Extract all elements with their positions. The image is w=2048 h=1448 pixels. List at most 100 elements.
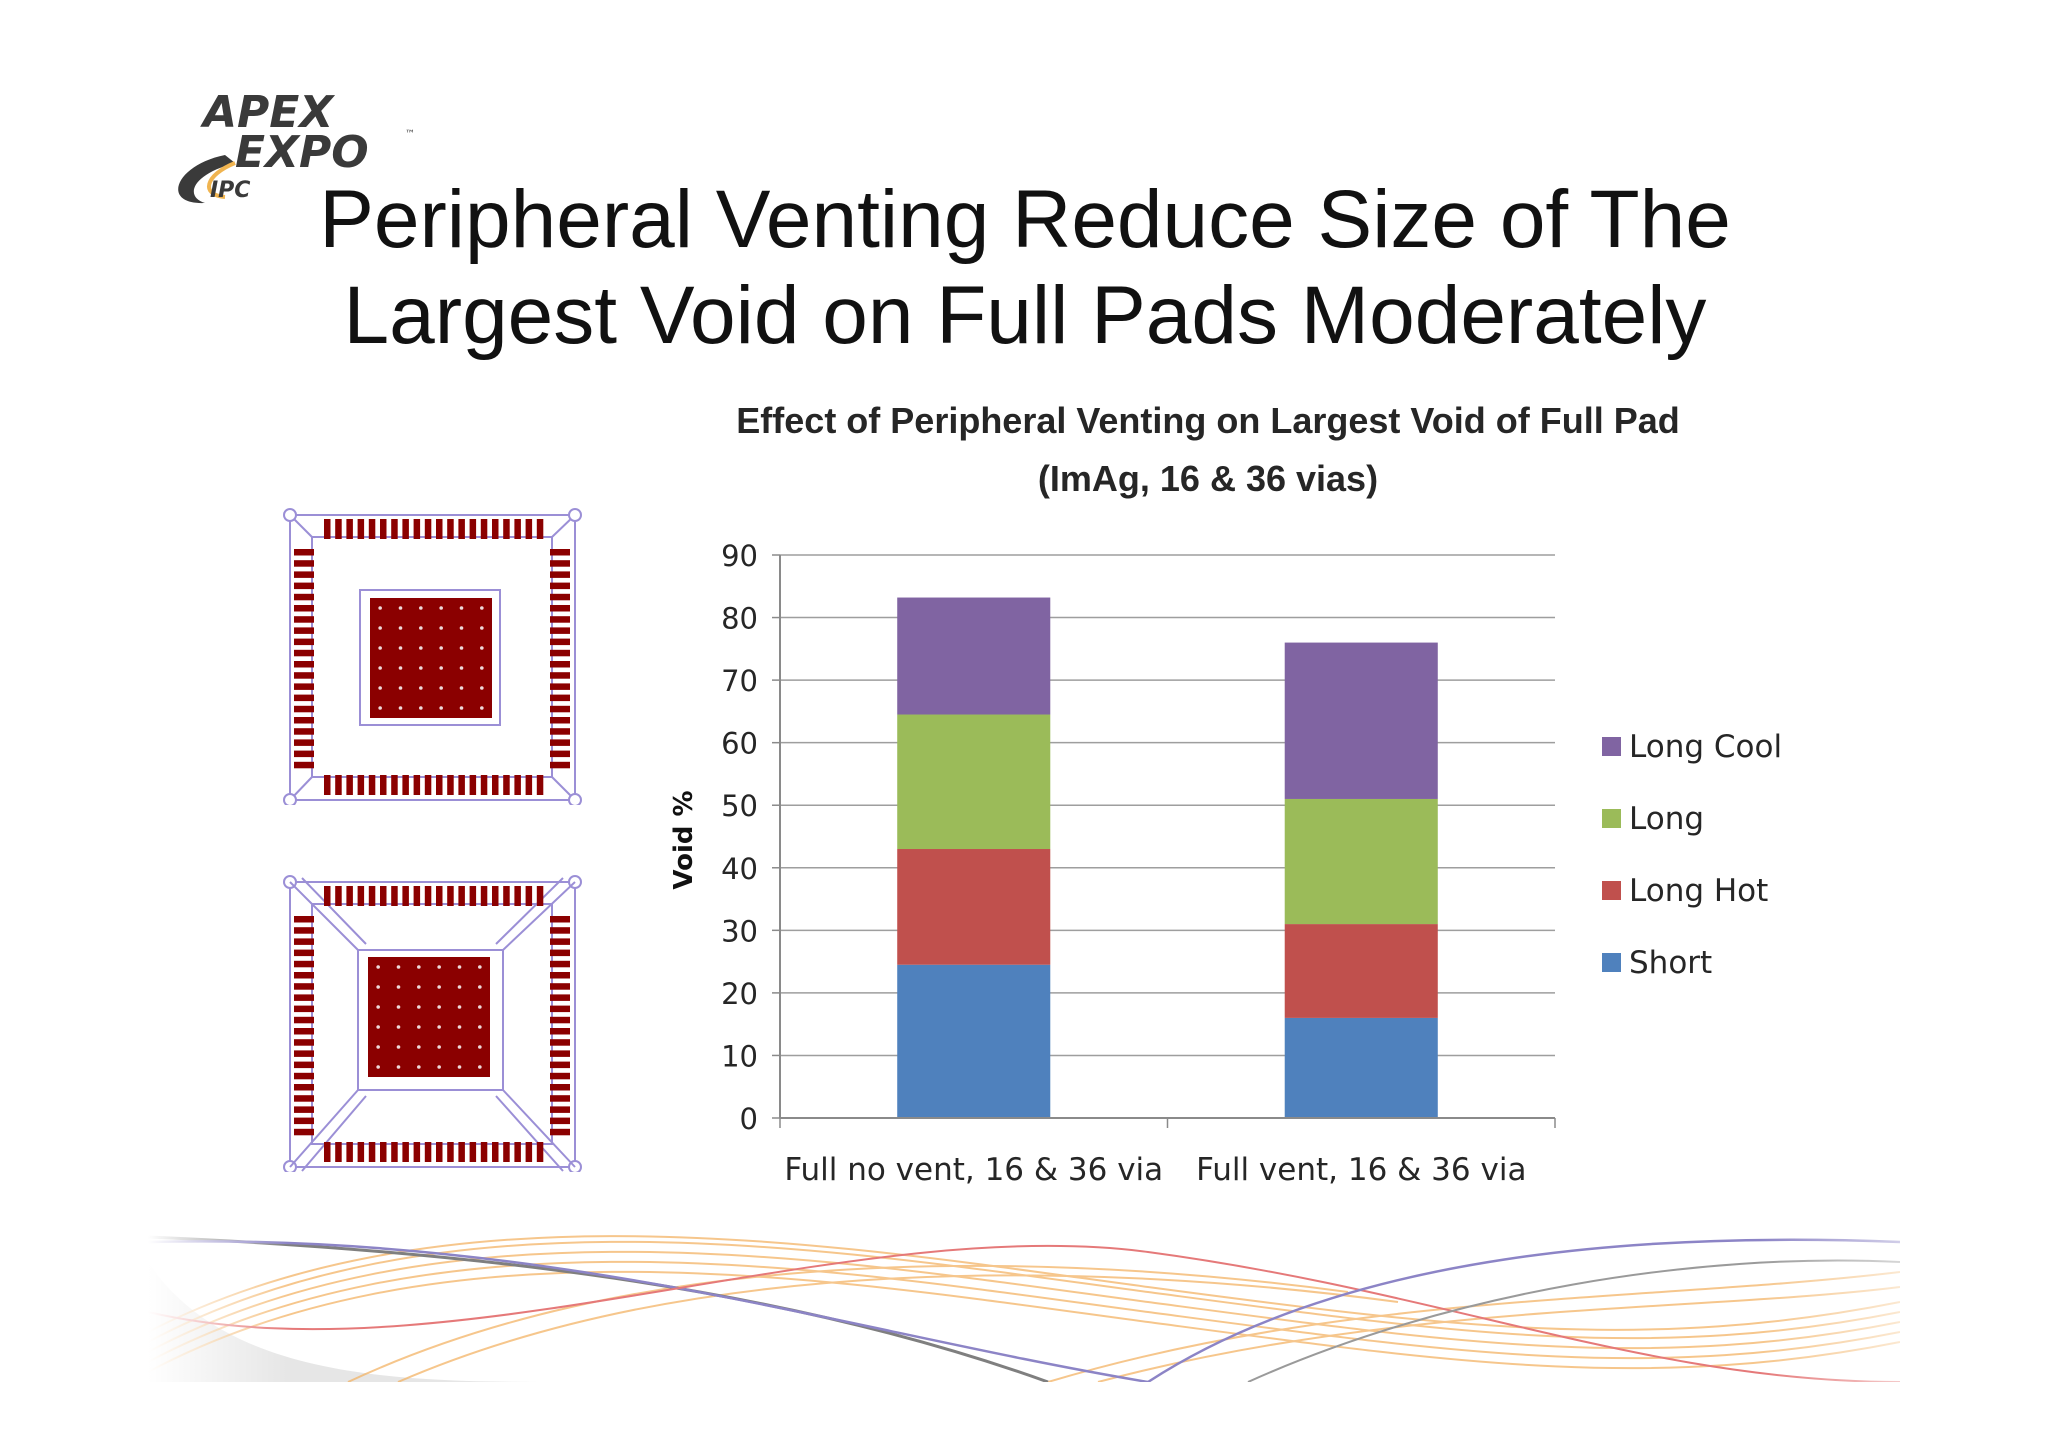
lead-bottom-12 [447,775,454,795]
lead-bottom-13 [458,1142,465,1162]
lead-top-14 [469,886,477,906]
lead-left-20 [294,761,314,769]
lead-left-1 [294,916,314,923]
lead-bottom-17 [503,775,510,795]
lead-top-20 [536,519,544,539]
via-3-4 [439,646,443,650]
lead-right-10 [550,1016,570,1024]
via-4-2 [398,666,403,670]
lead-left-2 [294,560,314,567]
via-2-2 [398,626,403,630]
via-1-6 [478,965,482,969]
via-5-6 [480,686,484,690]
lead-right-9 [550,638,570,646]
lead-left-5 [294,960,314,968]
lead-left-13 [294,683,314,690]
lead-right-16 [550,1084,570,1091]
y-tick-label-60: 60 [721,727,758,761]
via-6-6 [480,706,484,710]
lead-left-9 [294,1005,314,1013]
lead-bottom-7 [391,775,398,795]
via-2-1 [376,985,380,989]
via-1-3 [417,965,421,969]
lead-top-2 [335,886,342,906]
lead-left-18 [294,1106,314,1113]
via-1-1 [378,606,382,610]
logo-swoosh-accent-icon [207,161,236,199]
via-6-6 [478,1065,482,1069]
lead-right-17 [550,728,570,735]
lead-row-bottom [324,1142,544,1162]
y-tick-label-70: 70 [721,664,758,698]
lead-right-13 [550,683,570,690]
lead-bottom-8 [402,775,409,795]
via-2-6 [478,985,482,989]
thermal-pad [370,598,492,718]
lead-left-9 [294,638,314,646]
via-5-5 [457,1045,462,1049]
lead-bottom-4 [357,1142,365,1162]
lead-left-6 [294,972,314,979]
lead-top-8 [402,886,409,906]
via-2-3 [419,626,423,630]
lead-column-left [294,549,314,769]
lead-bottom-4 [357,775,365,795]
vent-channels [289,877,576,1172]
lead-left-8 [294,627,314,634]
lead-right-4 [550,582,570,590]
y-tick-label-90: 90 [721,539,758,573]
lead-bottom-13 [458,775,465,795]
lead-top-6 [380,886,387,906]
via-5-6 [478,1045,482,1049]
y-tick-labels: 0 10 20 30 40 50 60 70 80 90 [721,539,758,1136]
lead-left-19 [294,1117,314,1125]
via-4-1 [378,666,382,670]
legend-swatch-long-cool [1602,737,1621,756]
lead-left-12 [294,672,314,679]
via-6-3 [419,706,423,710]
lead-right-1 [550,549,570,556]
y-tick-label-20: 20 [721,977,758,1011]
lead-right-17 [550,1095,570,1102]
lead-bottom-19 [525,1142,533,1162]
lead-left-14 [294,1061,314,1069]
via-3-6 [480,646,484,650]
lead-right-9 [550,1005,570,1013]
bar-segment-long-hot-2 [1284,924,1438,1018]
lead-right-14 [550,694,570,702]
via-5-1 [378,686,382,690]
lead-top-18 [514,886,521,906]
lead-right-7 [550,983,570,990]
chart-title: Effect of Peripheral Venting on Largest … [736,400,1679,441]
lead-column-left [294,916,314,1136]
thermal-pad [368,957,490,1077]
via-grid [376,965,482,1069]
lead-top-3 [346,886,353,906]
legend-label-long-hot: Long Hot [1629,873,1768,909]
lead-right-20 [550,761,570,769]
lead-top-12 [447,886,454,906]
via-4-3 [419,666,423,670]
lead-left-13 [294,1050,314,1057]
bar-segment-long-hot-1 [897,849,1051,965]
lead-top-10 [424,519,432,539]
lead-left-14 [294,694,314,702]
footprint-outline [283,508,582,807]
y-tick-label-80: 80 [721,602,758,636]
legend-label-short: Short [1629,945,1712,981]
footprint-vent-diagram [280,872,585,1174]
lead-bottom-14 [469,1142,477,1162]
lead-left-4 [294,582,314,590]
bar-segment-long-cool-2 [1284,642,1438,799]
via-1-2 [396,965,401,969]
lead-right-20 [550,1128,570,1136]
lead-right-18 [550,739,570,746]
via-4-3 [417,1025,421,1029]
via-5-4 [437,1045,441,1049]
via-4-6 [480,666,484,670]
lead-left-17 [294,728,314,735]
lead-top-16 [492,886,499,906]
lead-right-15 [550,705,570,713]
via-3-2 [398,646,403,650]
lead-top-17 [503,886,510,906]
